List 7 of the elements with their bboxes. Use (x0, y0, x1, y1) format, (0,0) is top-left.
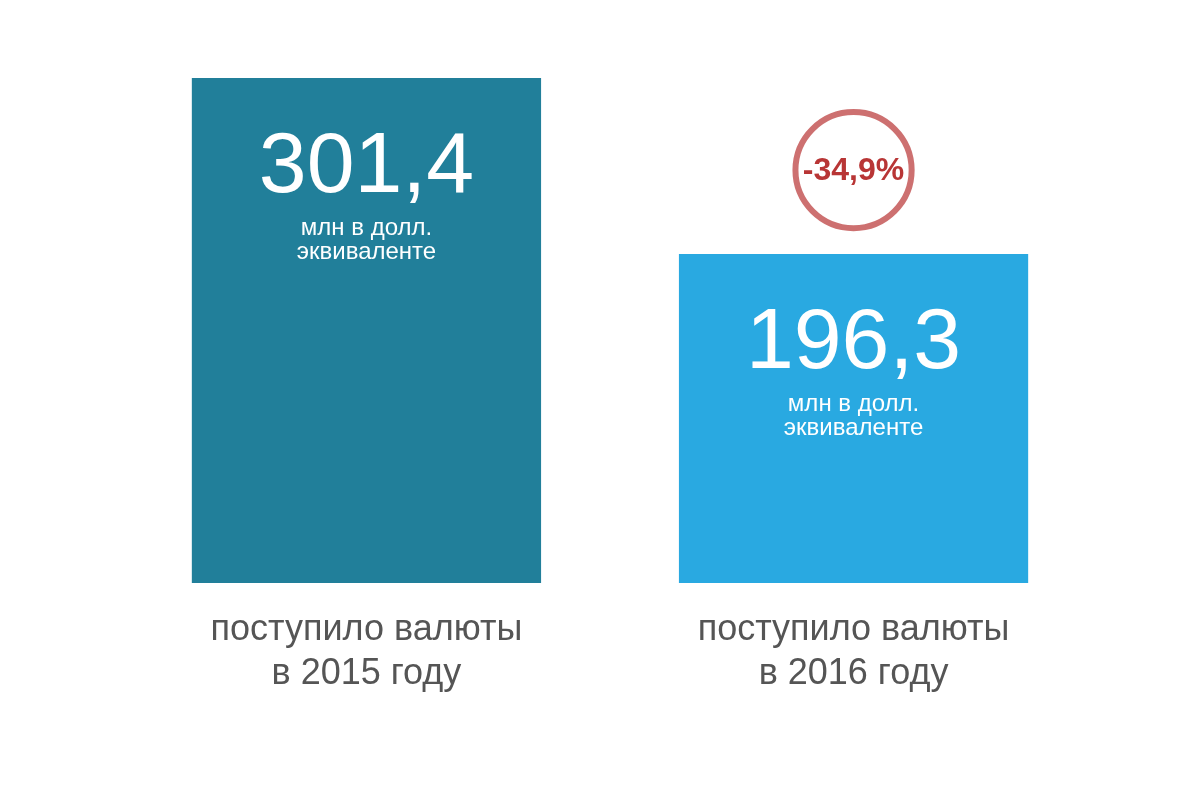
annotation: млн в долл. эквиваленте (783, 389, 924, 441)
data-label: 301,4 (258, 114, 475, 210)
x-tick-label: поступило валюты в 2015 году (210, 606, 523, 692)
annotation: -34,9% (802, 151, 905, 188)
data-label: 196,3 (745, 290, 962, 387)
annotation: млн в долл. эквиваленте (296, 213, 437, 264)
x-tick-label: поступило валюты в 2016 году (697, 606, 1010, 692)
